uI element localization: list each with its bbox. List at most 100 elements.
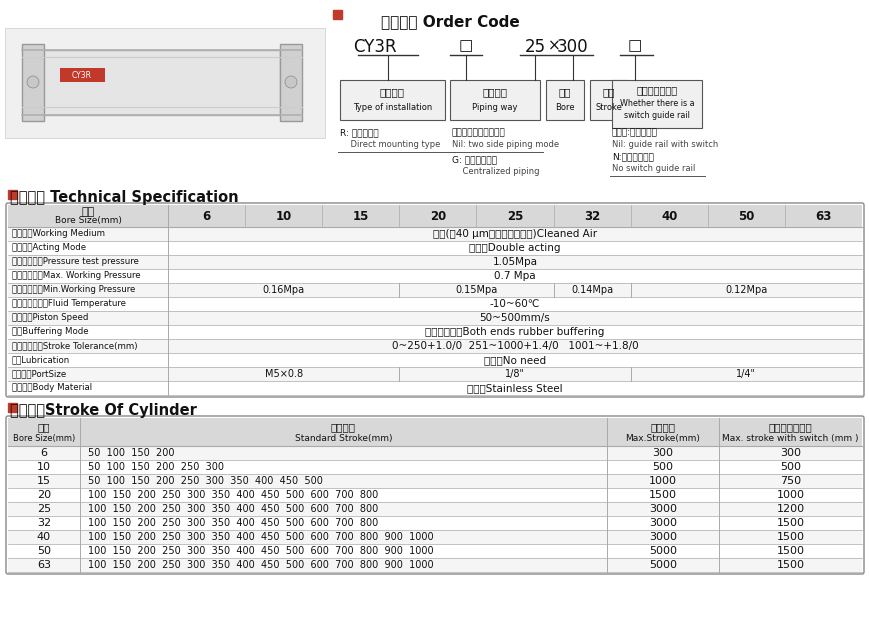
Bar <box>60 68 105 82</box>
Bar <box>35 50 280 115</box>
Text: Bore Size(mm): Bore Size(mm) <box>13 433 75 442</box>
Text: 安装形式: 安装形式 <box>380 87 405 97</box>
Text: 32: 32 <box>36 518 51 528</box>
Text: 耐压试验压力Pressure test pressure: 耐压试验压力Pressure test pressure <box>12 257 139 266</box>
Bar <box>589 80 627 120</box>
Text: 两端橡胶缓冲Both ends rubber buffering: 两端橡胶缓冲Both ends rubber buffering <box>425 327 604 337</box>
Text: CY3R: CY3R <box>353 38 396 56</box>
Text: 环境与流体温度Fluid Temperature: 环境与流体温度Fluid Temperature <box>12 300 126 309</box>
Text: -10~60℃: -10~60℃ <box>489 299 540 309</box>
Text: 25: 25 <box>524 38 545 56</box>
Text: 100  150  200  250  300  350  400  450  500  600  700  800: 100 150 200 250 300 350 400 450 500 600 … <box>88 518 378 528</box>
Text: 1/8": 1/8" <box>504 369 524 379</box>
Bar <box>8 339 861 353</box>
Bar <box>8 190 17 199</box>
Text: 100  150  200  250  300  350  400  450  500  600  700  800  900  1000: 100 150 200 250 300 350 400 450 500 600 … <box>88 546 433 556</box>
Text: R: 直接安装型: R: 直接安装型 <box>340 128 378 137</box>
Text: 500: 500 <box>779 462 800 472</box>
Bar <box>8 516 861 530</box>
Bar <box>8 474 861 488</box>
Text: 使用流体Working Medium: 使用流体Working Medium <box>12 229 105 238</box>
Text: Piping way: Piping way <box>472 103 517 112</box>
Text: 不需要No need: 不需要No need <box>483 355 546 365</box>
Text: □: □ <box>627 38 641 53</box>
Text: 0~250+1.0/0  251~1000+1.4/0   1001~+1.8/0: 0~250+1.0/0 251~1000+1.4/0 1001~+1.8/0 <box>391 341 638 351</box>
Text: Nil: two side piping mode: Nil: two side piping mode <box>452 140 559 149</box>
Text: 50: 50 <box>37 546 51 556</box>
Bar <box>8 544 861 558</box>
Text: M5×0.8: M5×0.8 <box>264 369 302 379</box>
Bar <box>8 325 861 339</box>
Text: 20: 20 <box>429 209 446 223</box>
Bar <box>8 297 861 311</box>
Text: 15: 15 <box>37 476 51 486</box>
Text: 25: 25 <box>507 209 522 223</box>
Text: 缸径: 缸径 <box>558 87 571 97</box>
Bar <box>8 241 861 255</box>
Text: 气缸行程Stroke Of Cylinder: 气缸行程Stroke Of Cylinder <box>10 403 196 418</box>
Text: 1500: 1500 <box>776 546 804 556</box>
Circle shape <box>285 76 296 88</box>
Text: 1500: 1500 <box>648 490 676 500</box>
Text: 0.14Mpa: 0.14Mpa <box>570 285 613 295</box>
Bar <box>8 381 861 395</box>
Text: 6: 6 <box>41 448 48 458</box>
Text: 0.12Mpa: 0.12Mpa <box>725 285 766 295</box>
Text: 300: 300 <box>779 448 800 458</box>
Bar <box>8 283 861 297</box>
Text: 最高使用压力Max. Working Pressure: 最高使用压力Max. Working Pressure <box>12 272 141 281</box>
Text: 活塞速度Piston Speed: 活塞速度Piston Speed <box>12 313 89 322</box>
Text: 300: 300 <box>556 38 588 56</box>
Text: Type of installation: Type of installation <box>353 103 432 112</box>
Circle shape <box>27 76 39 88</box>
Text: 25: 25 <box>36 504 51 514</box>
Bar <box>8 353 861 367</box>
Text: 5000: 5000 <box>648 560 676 570</box>
Text: 63: 63 <box>37 560 51 570</box>
Text: 50: 50 <box>737 209 753 223</box>
Text: switch guide rail: switch guide rail <box>623 112 689 121</box>
Text: Stroke: Stroke <box>595 103 621 112</box>
Text: 40: 40 <box>36 532 51 542</box>
Text: 10: 10 <box>275 209 291 223</box>
Bar <box>8 367 861 381</box>
Text: 1500: 1500 <box>776 560 804 570</box>
Text: 1200: 1200 <box>775 504 804 514</box>
Text: 100  150  200  250  300  350  400  450  500  600  700  800: 100 150 200 250 300 350 400 450 500 600 … <box>88 490 378 500</box>
Text: 缓冲Buffering Mode: 缓冲Buffering Mode <box>12 327 89 336</box>
Bar <box>8 205 861 227</box>
Text: 50  100  150  200  250  300  350  400  450  500: 50 100 150 200 250 300 350 400 450 500 <box>88 476 322 486</box>
Text: 行程: 行程 <box>602 87 614 97</box>
Text: 最大行程带开关: 最大行程带开关 <box>767 422 812 432</box>
Text: 空气(经40 μm过滤的洁净空气)Cleaned Air: 空气(经40 μm过滤的洁净空气)Cleaned Air <box>433 229 596 239</box>
Text: 6: 6 <box>202 209 210 223</box>
Text: 100  150  200  250  300  350  400  450  500  600  700  800  900  1000: 100 150 200 250 300 350 400 450 500 600 … <box>88 532 433 542</box>
Text: G: 集中配管方式: G: 集中配管方式 <box>452 155 496 164</box>
Text: 缸径: 缸径 <box>82 207 95 217</box>
Text: 10: 10 <box>37 462 51 472</box>
Bar <box>8 269 861 283</box>
FancyBboxPatch shape <box>6 416 863 574</box>
Text: Bore Size(mm): Bore Size(mm) <box>55 216 122 225</box>
Text: Whether there is a: Whether there is a <box>619 100 693 108</box>
Text: 3000: 3000 <box>648 532 676 542</box>
Text: 3000: 3000 <box>648 518 676 528</box>
Text: 配管方式: 配管方式 <box>482 87 507 97</box>
Bar <box>8 403 17 412</box>
Text: □: □ <box>458 38 473 53</box>
Bar <box>8 311 861 325</box>
Text: ×: × <box>547 38 560 53</box>
Text: 5000: 5000 <box>648 546 676 556</box>
Text: 双作用Double acting: 双作用Double acting <box>468 243 561 253</box>
Text: 给油Lubrication: 给油Lubrication <box>12 356 70 365</box>
Text: 100  150  200  250  300  350  400  450  500  600  700  800: 100 150 200 250 300 350 400 450 500 600 … <box>88 504 378 514</box>
Text: 50  100  150  200  250  300: 50 100 150 200 250 300 <box>88 462 223 472</box>
Text: No switch guide rail: No switch guide rail <box>611 164 694 173</box>
Text: Bore: Bore <box>554 103 574 112</box>
Text: 缸径: 缸径 <box>37 422 50 432</box>
Bar <box>8 460 861 474</box>
Text: 100  150  200  250  300  350  400  450  500  600  700  800  900  1000: 100 150 200 250 300 350 400 450 500 600 … <box>88 560 433 570</box>
Text: 行程长度公差Stroke Tolerance(mm): 行程长度公差Stroke Tolerance(mm) <box>12 342 137 351</box>
Text: 开关导轨的有无: 开关导轨的有无 <box>636 85 677 95</box>
Text: 订货型号 Order Code: 订货型号 Order Code <box>381 15 519 30</box>
